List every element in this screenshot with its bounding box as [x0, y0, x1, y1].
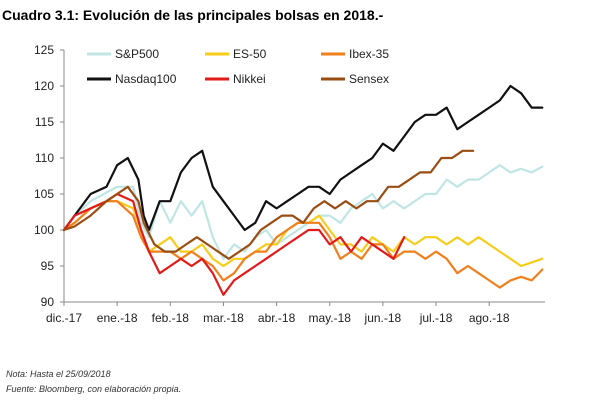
y-tick-label: 120 — [34, 79, 54, 93]
series-line-nasdaq100 — [62, 84, 544, 232]
x-tick-label: ago.-18 — [469, 311, 510, 325]
x-tick-label: mar.-18 — [203, 311, 244, 325]
legend-label-nasdaq100: Nasdaq100 — [115, 72, 177, 86]
x-tick-label: jun.-18 — [364, 311, 402, 325]
y-axis: 90 95 100 105 110 115 120 125 — [34, 43, 65, 309]
series-line-sensex — [62, 149, 475, 260]
y-tick-label: 110 — [35, 151, 54, 165]
chart-source: Fuente: Bloomberg, con elaboración propi… — [6, 384, 182, 394]
legend-label-sensex: Sensex — [349, 72, 389, 86]
x-tick-label: may.-18 — [309, 311, 352, 325]
x-axis: dic.-17 ene.-18 feb.-18 mar.-18 abr.-18 may.-… — [46, 301, 545, 325]
chart-title: Cuadro 3.1: Evolución de las principales… — [2, 7, 384, 23]
y-tick-label: 125 — [34, 43, 54, 57]
x-tick-label: ene.-18 — [97, 311, 138, 325]
series-line-nikkei — [62, 192, 406, 296]
x-tick-label: feb.-18 — [152, 311, 190, 325]
legend: S&P500 ES-50 Ibex-35 Nasdaq100 Nikkei Sensex — [87, 47, 389, 86]
y-tick-label: 115 — [35, 115, 54, 129]
legend-label-ibex-35: Ibex-35 — [349, 47, 389, 61]
y-tick-label: 100 — [34, 223, 54, 237]
legend-label-nikkei: Nikkei — [233, 72, 266, 86]
y-tick-label: 95 — [41, 259, 55, 273]
legend-label-s-p500: S&P500 — [115, 47, 159, 61]
chart-note: Nota: Hasta el 25/09/2018 — [6, 369, 111, 379]
series-line-ibex-35 — [62, 200, 544, 289]
x-tick-label: abr.-18 — [258, 311, 296, 325]
x-tick-label: jul.-18 — [419, 311, 453, 325]
y-tick-label: 90 — [41, 295, 55, 309]
line-chart: 90 95 100 105 110 115 120 125 dic.-17 ene.-18 feb… — [34, 43, 545, 325]
y-tick-label: 105 — [34, 187, 54, 201]
x-tick-label: dic.-17 — [46, 311, 82, 325]
series-lines — [62, 84, 544, 296]
legend-label-es-50: ES-50 — [233, 47, 267, 61]
